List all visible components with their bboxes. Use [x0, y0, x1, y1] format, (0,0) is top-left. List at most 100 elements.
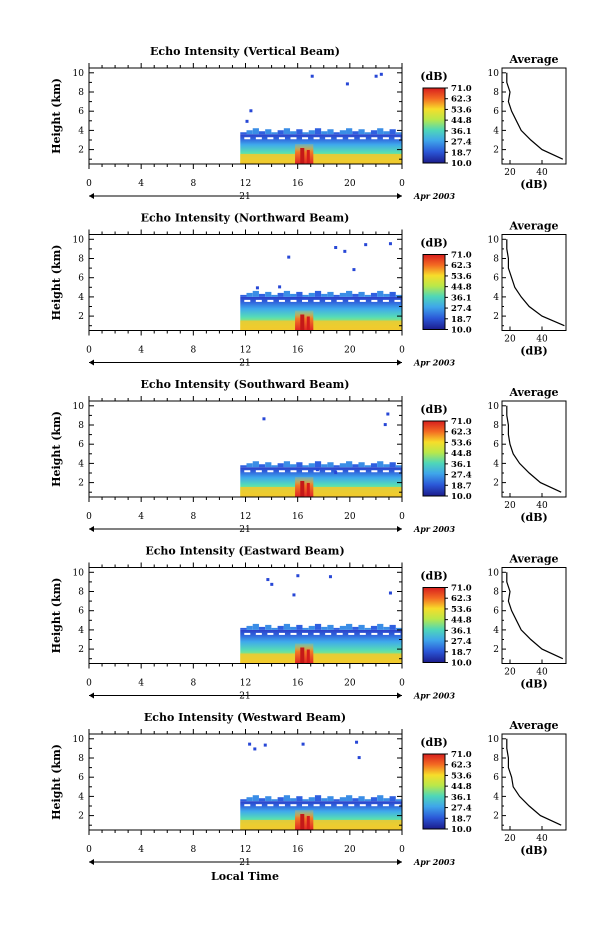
colorbar-tick-label: 71.0	[451, 750, 472, 760]
echo-gap	[325, 299, 332, 302]
y-tick-label: 2	[78, 645, 84, 655]
y-tick-label: 4	[78, 459, 84, 469]
y-tick-label: 4	[78, 126, 84, 136]
echo-fringe	[389, 462, 396, 468]
x-tick-label: 0	[86, 845, 92, 855]
colorbar-tick-label: 27.4	[451, 637, 472, 647]
echo-fringe	[283, 795, 291, 802]
echo-gap	[267, 299, 274, 302]
echo-fringe	[383, 626, 390, 630]
echo-gap	[267, 804, 274, 807]
day-axis-arrow-left	[89, 859, 94, 865]
echo-fringe	[377, 290, 384, 297]
echo-fringe	[364, 627, 371, 630]
echo-fringe	[314, 795, 322, 802]
colorbar-tick-label: 44.8	[451, 116, 472, 126]
x-tick-label: 0	[86, 346, 92, 356]
echo-gap	[371, 299, 378, 302]
echo-fringe	[383, 464, 390, 468]
echo-fringe	[302, 294, 309, 297]
echo-fringe	[377, 623, 384, 630]
echo-fringe	[314, 623, 322, 630]
panel-title: Echo Intensity (Southward Beam)	[141, 378, 350, 391]
echo-fringe	[252, 795, 259, 802]
echo-gap	[302, 299, 309, 302]
echo-gap	[313, 137, 320, 140]
colorbar-tick-label: 53.6	[451, 605, 472, 615]
average-y-tick-label: 6	[493, 274, 499, 284]
echo-fringe	[258, 798, 266, 802]
colorbar-tick-label: 53.6	[451, 272, 472, 282]
echo-fringe	[277, 463, 284, 468]
colorbar	[422, 420, 446, 497]
echo-fringe	[395, 294, 402, 297]
echo-gap	[244, 470, 251, 473]
echo-gap	[336, 804, 343, 807]
x-tick-label: 16	[292, 512, 304, 522]
echo-fringe	[352, 626, 359, 630]
echo-gap	[302, 804, 309, 807]
echo-fringe	[321, 464, 328, 468]
echo-fringe	[346, 795, 353, 802]
echo-ground-band	[240, 320, 402, 331]
echo-fringe	[271, 465, 278, 468]
echo-fringe	[296, 796, 303, 802]
colorbar-tick-label: 62.3	[451, 261, 472, 271]
echo-fringe	[377, 795, 384, 802]
echo-gap	[336, 470, 343, 473]
echo-gap	[290, 632, 297, 635]
date-label: Apr 2003	[413, 524, 456, 534]
echo-fringe	[290, 798, 297, 802]
average-y-tick-label: 10	[488, 735, 500, 745]
x-tick-label: 4	[138, 845, 144, 855]
x-tick-label: 4	[138, 346, 144, 356]
echo-fringe	[333, 799, 340, 802]
echo-gap	[325, 632, 332, 635]
echo-gap	[313, 299, 320, 302]
colorbar-tick-label: 18.7	[451, 814, 472, 824]
echo-fringe	[370, 130, 378, 135]
echo-fringe	[395, 627, 402, 630]
colorbar-tick-label: 36.1	[451, 626, 472, 636]
echo-gap	[336, 299, 343, 302]
average-y-tick-label: 4	[493, 459, 499, 469]
x-tick-label: 0	[399, 679, 405, 689]
echo-fringe	[296, 129, 303, 135]
echo-fringe	[265, 129, 272, 135]
echo-fringe	[302, 627, 309, 630]
y-tick-label: 10	[73, 69, 85, 79]
y-tick-label: 8	[78, 255, 84, 265]
echo-fringe	[377, 128, 384, 135]
average-y-tick-label: 2	[493, 479, 499, 489]
y-tick-label: 6	[78, 773, 84, 783]
echo-fringe	[258, 626, 266, 630]
colorbar	[422, 87, 446, 164]
echo-fringe	[339, 463, 347, 468]
x-tick-label: 0	[399, 512, 405, 522]
echo-fringe	[290, 464, 297, 468]
echo-gap	[382, 470, 389, 473]
echo-fringe	[296, 624, 303, 630]
colorbar-tick-label: 44.8	[451, 782, 472, 792]
colorbar-tick-label: 44.8	[451, 616, 472, 626]
x-tick-label: 12	[240, 512, 251, 522]
echo-gap	[348, 299, 355, 302]
echo-gap	[325, 470, 332, 473]
x-tick-label: 0	[399, 346, 405, 356]
x-tick-label: 16	[292, 845, 304, 855]
echo-fringe	[283, 461, 291, 468]
colorbar-unit: (dB)	[420, 403, 447, 416]
echo-gap	[359, 804, 366, 807]
echo-fringe	[271, 294, 278, 297]
x-tick-label: 16	[292, 346, 304, 356]
colorbar	[422, 254, 446, 330]
day-axis-arrow-right	[397, 526, 402, 532]
average-x-tick-label: 40	[536, 834, 548, 844]
echo-fringe	[283, 623, 291, 630]
average-y-tick-label: 10	[488, 235, 500, 245]
scatter-echo	[249, 109, 253, 113]
echo-fringe	[277, 130, 284, 135]
average-frame	[501, 567, 567, 664]
average-y-tick-label: 2	[493, 312, 499, 322]
echo-gap	[359, 299, 366, 302]
